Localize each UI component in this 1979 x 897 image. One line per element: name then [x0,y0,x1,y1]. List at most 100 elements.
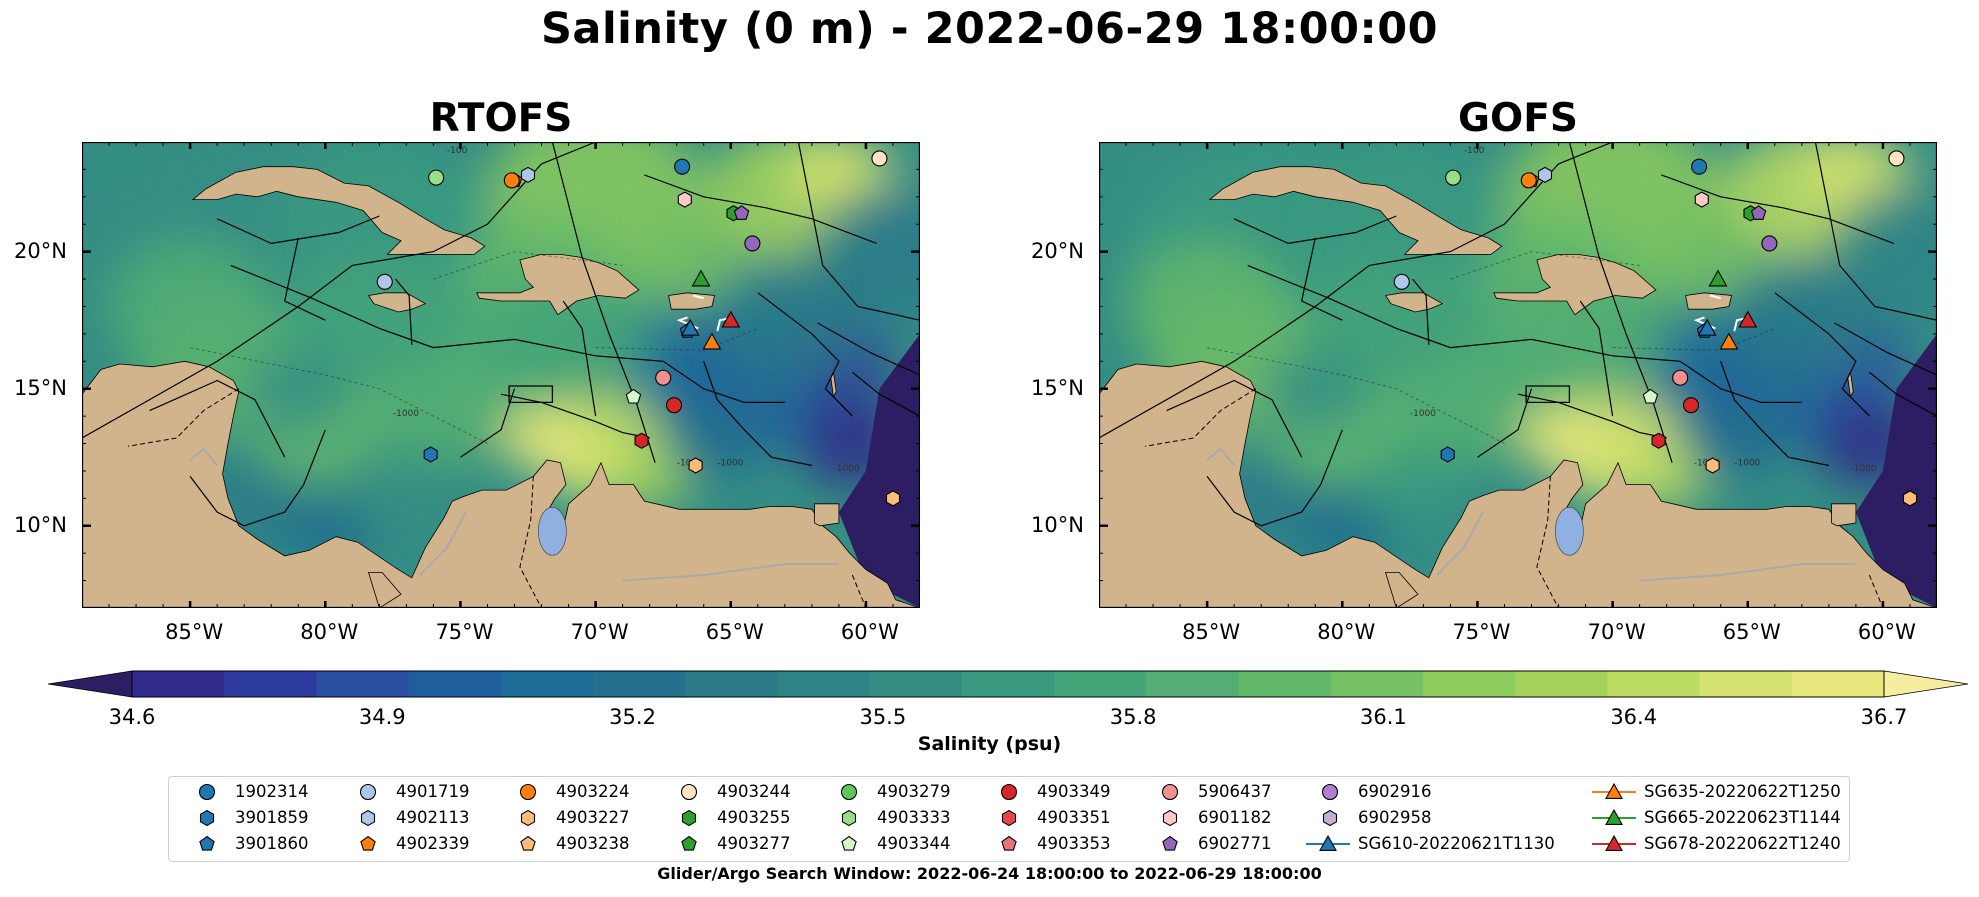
atlantic-low-salinity [838,333,920,608]
boundary-line [1412,278,1430,345]
map-layer: -100-1000-1000-1000-1000 [1099,142,1937,608]
x-tick-label: 65°W [705,620,764,644]
argo-float-4903353 [1750,205,1767,220]
argo-float-4902113 [1537,166,1553,184]
land-north-ca [82,360,920,608]
salinity-colorbar [48,670,1968,698]
legend-hexagon-marker [1162,809,1178,827]
legend-marker-icon [520,809,536,827]
legend-triangle-marker [1605,808,1623,825]
legend-label: 3901860 [235,834,309,853]
argo-float-6901182 [677,191,692,208]
rtofs-salinity-map: -100-1000-1000-1000-1000 [82,142,920,608]
argo-float-5906437 [655,369,672,386]
bathymetry-contour [190,347,488,444]
boundary-line [562,300,597,417]
legend-marker-icon [840,783,858,801]
boundary-line [284,237,326,321]
bathymetry-contour [433,251,623,280]
boundary-line [1233,215,1397,245]
legend-label: 4903351 [1037,808,1111,827]
argo-float-4903333 [634,432,649,449]
legend-hexagon-marker [1322,809,1338,827]
boundary-line [1166,379,1303,458]
boundary-line [1579,300,1614,417]
colorbar-tick-label: 35.5 [859,705,907,729]
lake-maracaibo [1555,506,1584,556]
boundary-line [216,215,380,245]
colorbar-frame [131,670,1885,698]
river [622,563,839,582]
legend-triangle-marker [1605,782,1623,799]
glider-track [692,294,704,300]
salinity-patch [1518,405,1600,471]
legend-label: 4903344 [877,834,951,853]
colorbar-label: Salinity (psu) [917,733,1062,755]
argo-float-4903227 [688,457,703,474]
land-hispaniola [476,254,640,316]
land-trinidad [814,503,840,527]
boundary-line [551,142,656,463]
boundary-line [1517,393,1667,439]
argo-float-4903227 [1705,457,1720,474]
boundary-line [149,379,286,458]
boundary-line [1774,292,1870,417]
map-layer: -100-1000-1000-1000-1000 [82,142,920,608]
argo-float-4902113 [520,166,536,184]
legend-circle-marker [840,783,858,801]
legend-marker-icon [1162,809,1178,827]
panel-title-rtofs: RTOFS [429,96,573,141]
legend-label: 4903333 [877,808,951,827]
panel-title-gofs: GOFS [1458,96,1578,141]
argo-float-6902916 [744,235,761,252]
legend-marker-icon [841,835,857,851]
x-tick-label: 60°W [840,620,899,644]
country-border [1144,388,1257,447]
legend-marker-icon [360,809,376,827]
salinity-patch [344,445,442,525]
boundary-line [1869,371,1937,417]
salinity-patch [244,344,353,433]
legend-marker-icon [1306,834,1350,851]
colorbar-segment [1607,671,1701,697]
salinity-patch [1126,240,1289,373]
legend-marker-icon [199,835,215,851]
contour-label: -1000 [1410,409,1436,419]
legend-label: 4903353 [1037,834,1111,853]
glider-sg635 [702,332,722,350]
boundary-line [1568,142,1673,463]
colorbar-segment [869,671,963,697]
legend-marker-icon [198,783,216,801]
legend-label: 5906437 [1198,782,1272,801]
argo-float-4903224 [503,172,520,189]
argo-float-4903238 [1642,388,1659,404]
legend-marker-icon [841,809,857,827]
legend-circle-marker [1321,783,1339,801]
glider-sg635 [1719,332,1739,350]
country-border [1536,476,1559,608]
glider-sg610 [680,318,700,336]
legend-label: 4903238 [556,834,630,853]
boundary-line [817,322,920,376]
legend-hexagon-marker [360,809,376,827]
boundary-line [852,371,920,417]
argo-float-3901859 [1440,446,1455,463]
legend-hexagon-marker [841,809,857,827]
legend-label: 4903279 [877,782,951,801]
argo-float-4903333 [1651,432,1666,449]
glider-sg678 [1738,310,1758,328]
legend-marker-icon [680,783,698,801]
colorbar-segment [1422,671,1516,697]
x-tick-label: 70°W [1587,620,1646,644]
map-frame [82,142,920,608]
x-tick-label: 65°W [1722,620,1781,644]
colorbar-tick-label: 36.4 [1610,705,1658,729]
land-jamaica [367,292,427,313]
boundary-line [500,393,650,439]
argo-float-4901719 [376,273,393,290]
legend-marker-icon [1000,783,1018,801]
legend-label: 6902958 [1358,808,1432,827]
country-border [127,388,240,447]
colorbar-segment [316,671,410,697]
bathymetry-contour [595,328,758,351]
